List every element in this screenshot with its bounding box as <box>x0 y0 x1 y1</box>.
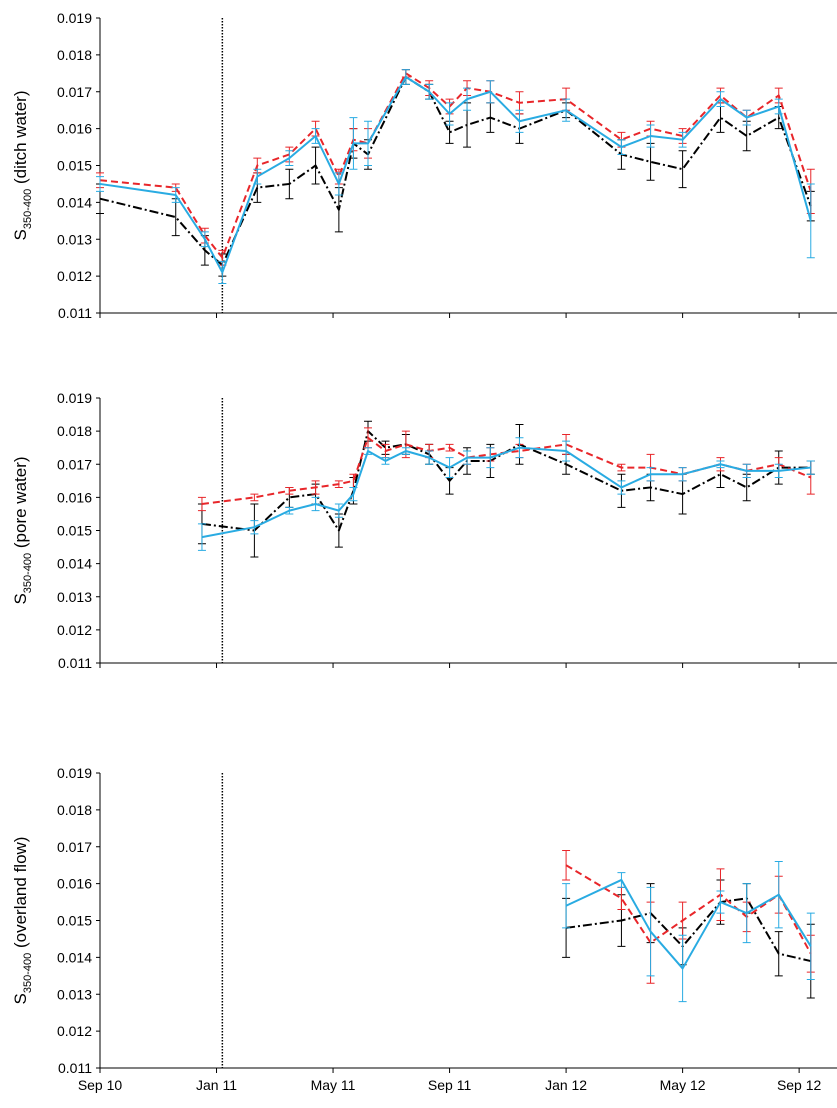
y-tick-label: 0.013 <box>57 589 92 605</box>
y-tick-label: 0.019 <box>57 10 92 26</box>
series-line <box>201 430 811 532</box>
y-tick-label: 0.016 <box>57 489 92 505</box>
y-tick-label: 0.012 <box>57 1023 92 1039</box>
y-label-subscript: 350-400 <box>22 953 34 993</box>
y-label-symbol: S <box>11 593 30 604</box>
y-tick-label: 0.011 <box>58 305 92 321</box>
x-tick-label: Sep 12 <box>777 1077 822 1093</box>
error-bar <box>617 886 626 910</box>
y-tick-label: 0.019 <box>57 390 92 406</box>
x-tick-label: Sep 10 <box>78 1077 123 1093</box>
series-line <box>99 72 812 259</box>
error-bar <box>806 460 815 475</box>
y-tick-label: 0.018 <box>57 802 92 818</box>
error-bar <box>678 150 687 189</box>
x-tick-label: Jan 12 <box>545 1077 587 1093</box>
y-tick-label: 0.018 <box>57 47 92 63</box>
y-label-subscript: 350-400 <box>22 189 34 229</box>
y-tick-label: 0.014 <box>57 194 92 210</box>
y-tick-label: 0.017 <box>57 839 92 855</box>
error-bar <box>250 493 259 502</box>
y-label-symbol: S <box>11 993 30 1004</box>
y-tick-label: 0.015 <box>57 913 92 929</box>
series-line <box>201 436 812 505</box>
y-tick-label: 0.017 <box>57 84 92 100</box>
y-tick-label: 0.014 <box>57 949 92 965</box>
y-tick-label: 0.011 <box>58 1060 92 1076</box>
y-tick-label: 0.016 <box>57 876 92 892</box>
y-label-text: (overland flow) <box>11 837 30 953</box>
y-tick-label: 0.017 <box>57 456 92 472</box>
y-tick-label: 0.013 <box>57 986 92 1002</box>
error-bar <box>716 102 725 133</box>
x-tick-label: Jan 11 <box>196 1077 237 1093</box>
error-bar <box>806 912 815 980</box>
y-axis-label: S350-400 (ditch water) <box>11 91 34 241</box>
series-line <box>565 878 812 970</box>
series-line <box>99 76 812 267</box>
y-tick-label: 0.018 <box>57 423 92 439</box>
y-tick-label: 0.011 <box>58 655 92 671</box>
x-tick-label: May 11 <box>311 1077 356 1093</box>
x-tick-label: May 12 <box>660 1077 706 1093</box>
x-tick-label: Sep 11 <box>428 1077 472 1093</box>
y-label-text: (pore water) <box>11 456 30 552</box>
y-tick-label: 0.012 <box>57 268 92 284</box>
series-line <box>201 446 811 539</box>
y-tick-label: 0.014 <box>57 556 92 572</box>
error-bar <box>806 183 815 259</box>
series-line <box>565 897 812 963</box>
y-tick-label: 0.015 <box>57 158 92 174</box>
error-bar <box>742 473 751 502</box>
y-tick-label: 0.019 <box>57 765 92 781</box>
y-axis-label: S350-400 (overland flow) <box>11 837 34 1005</box>
series-line <box>99 76 812 274</box>
y-label-text: (ditch water) <box>11 91 30 189</box>
y-tick-label: 0.012 <box>57 622 92 638</box>
error-bar <box>742 120 751 152</box>
y-label-symbol: S <box>11 229 30 240</box>
y-tick-label: 0.015 <box>57 523 92 539</box>
y-tick-label: 0.016 <box>57 121 92 137</box>
y-axis-label: S350-400 (pore water) <box>11 456 34 604</box>
y-label-subscript: 350-400 <box>22 553 34 593</box>
y-tick-label: 0.013 <box>57 231 92 247</box>
